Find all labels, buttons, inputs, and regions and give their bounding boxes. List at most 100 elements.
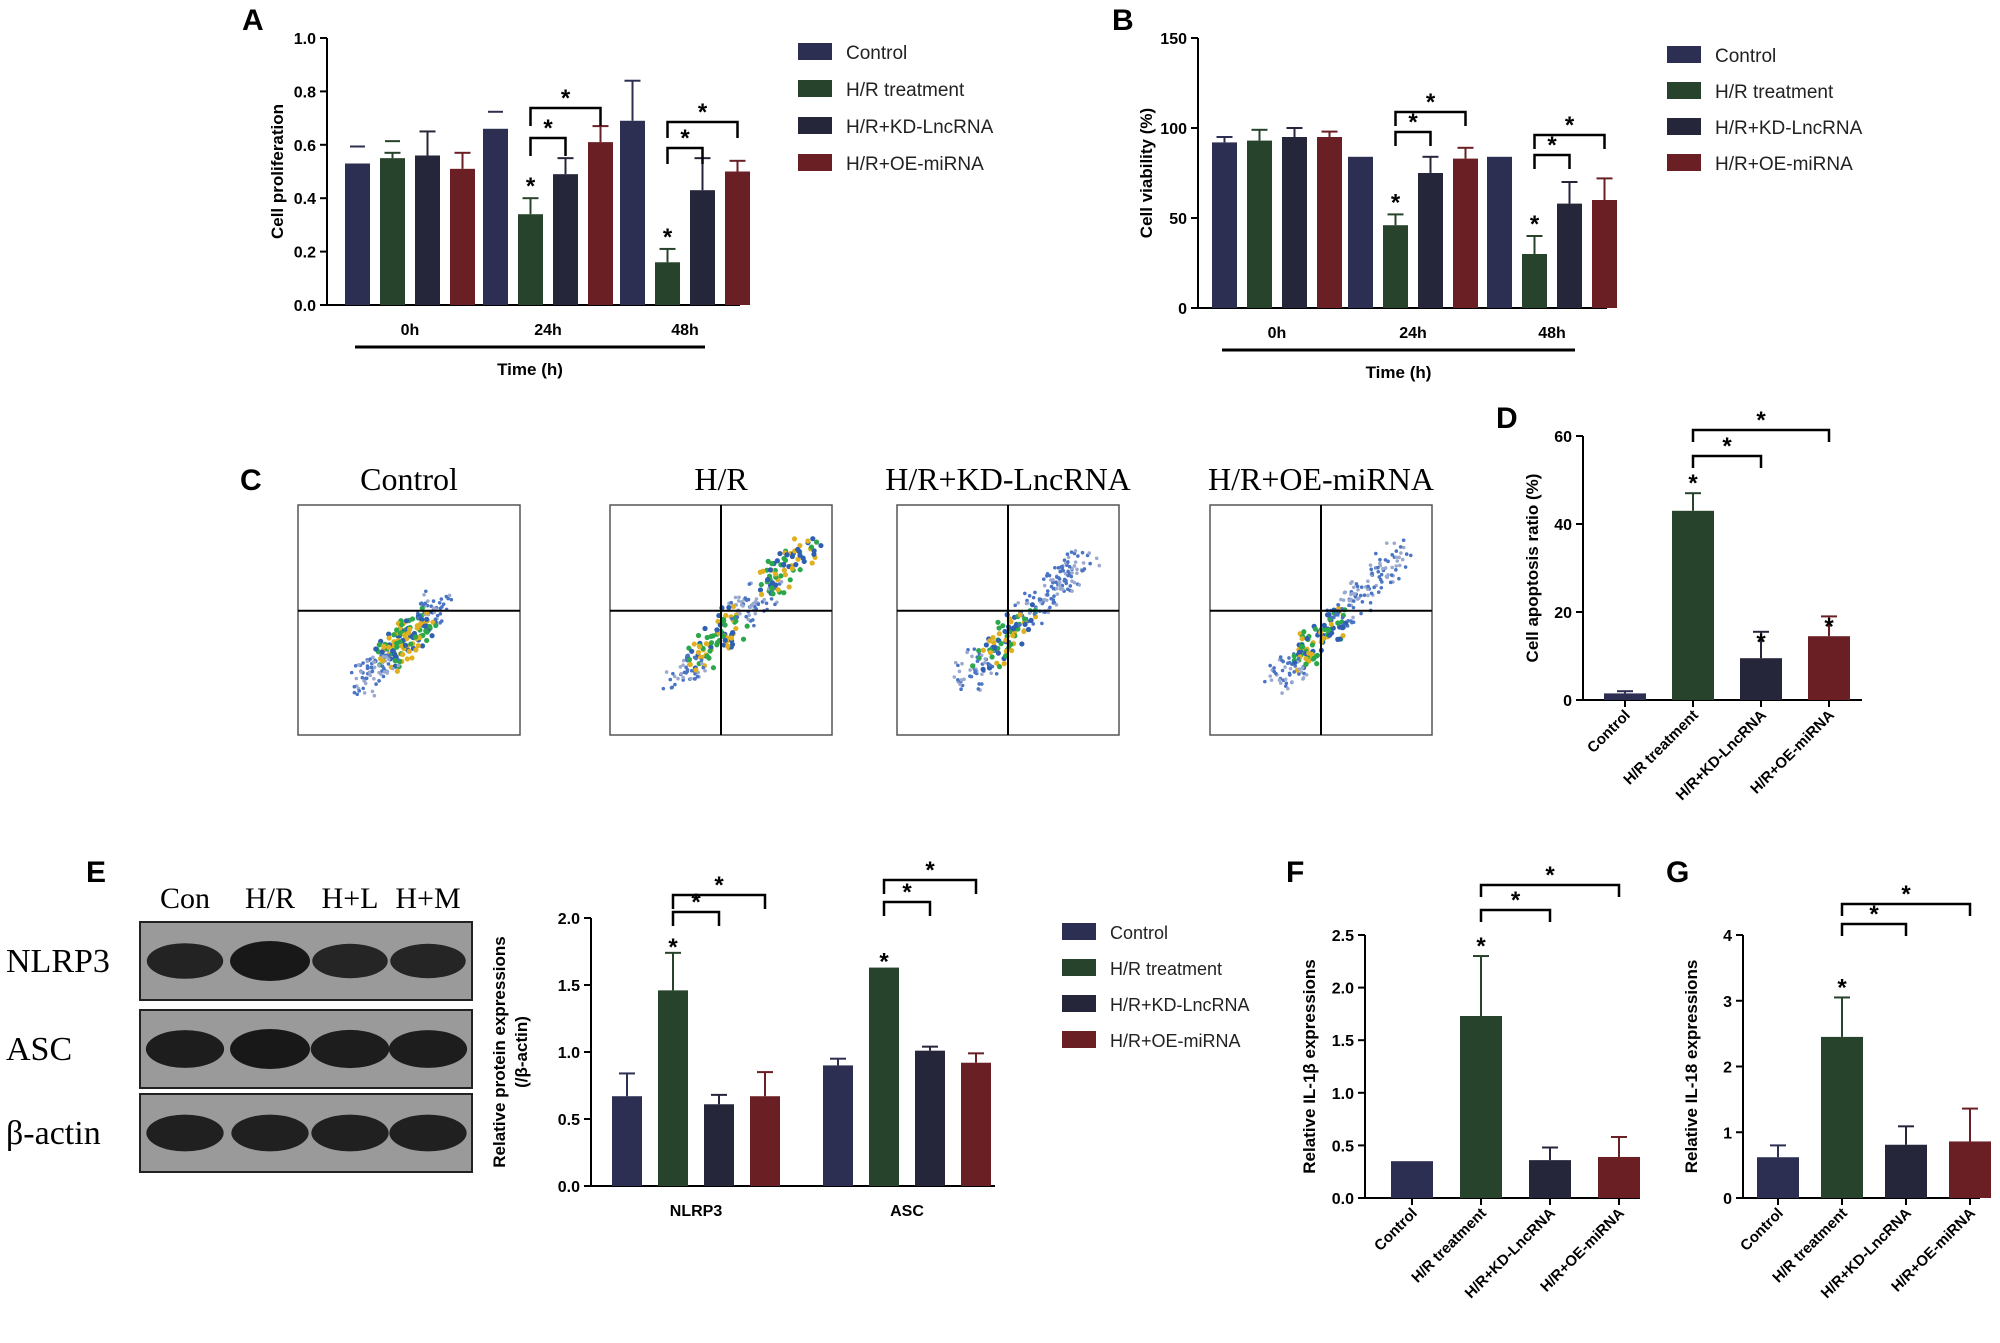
blot-lane-label: Con xyxy=(160,882,210,915)
flow-dot xyxy=(1357,596,1361,601)
bar xyxy=(345,163,370,305)
flow-dot xyxy=(1065,587,1070,592)
flow-dot xyxy=(1395,559,1400,563)
flow-dot xyxy=(1283,684,1288,688)
flow-dot xyxy=(810,536,816,542)
bar xyxy=(658,990,688,1186)
flow-dot xyxy=(765,558,771,564)
flow-dot xyxy=(1287,671,1292,676)
flow-dot xyxy=(1094,556,1099,561)
bar xyxy=(1885,1144,1927,1198)
flow-dot xyxy=(672,674,677,679)
flow-dot xyxy=(1067,564,1072,569)
flow-dot xyxy=(1054,580,1058,585)
significance-bracket xyxy=(1394,110,1467,126)
flow-dot xyxy=(1016,601,1020,605)
y-axis-label: Relative IL-1β expressions xyxy=(1300,959,1319,1173)
flow-dot xyxy=(1392,541,1397,546)
x-axis-label: Time (h) xyxy=(1366,363,1432,382)
bar xyxy=(1487,156,1512,308)
flow-dot xyxy=(723,612,729,619)
significance-star: * xyxy=(663,224,673,251)
flow-dot xyxy=(691,641,697,647)
significance-star: * xyxy=(1426,89,1436,116)
flow-dot xyxy=(1370,571,1374,576)
flow-dot xyxy=(784,552,790,558)
flow-dot xyxy=(980,682,984,686)
legend-swatch xyxy=(1062,959,1096,976)
legend-label: Control xyxy=(846,43,907,64)
x-tick-label: 24h xyxy=(1399,325,1427,342)
blot-band xyxy=(389,1114,467,1152)
flow-dot xyxy=(354,676,359,681)
flow-dot xyxy=(814,539,820,545)
significance-bracket xyxy=(1840,902,1972,916)
flow-dot xyxy=(419,605,425,611)
flow-dot xyxy=(789,565,795,571)
flow-dot xyxy=(1350,591,1355,596)
flow-dot xyxy=(744,623,750,629)
significance-star: * xyxy=(698,99,708,126)
significance-bracket xyxy=(1479,908,1552,922)
y-tick-label: 0.2 xyxy=(294,245,316,262)
flow-dot xyxy=(977,682,981,686)
flow-dot xyxy=(396,663,401,668)
flow-dot xyxy=(1075,567,1079,572)
legend-label: H/R+KD-LncRNA xyxy=(1715,118,1863,139)
flow-dot xyxy=(1351,615,1355,620)
flow-dot xyxy=(1027,593,1032,598)
flow-dot xyxy=(1027,611,1032,615)
flow-dot xyxy=(376,642,382,648)
flow-dot xyxy=(1297,672,1301,676)
flow-dot xyxy=(424,637,430,644)
flow-dot xyxy=(372,677,376,681)
flow-dot xyxy=(983,657,988,661)
flow-dot xyxy=(744,614,748,619)
flow-dot xyxy=(381,654,385,659)
flow-dot xyxy=(681,675,685,680)
flow-dot xyxy=(1340,606,1345,611)
flow-dot xyxy=(386,657,391,661)
flow-dot xyxy=(1097,563,1102,568)
chart-a: 0.0 0.2 0.4 0.6 0.8 1.0 Cell proliferation 0h 24… xyxy=(268,31,750,379)
flow-dot xyxy=(1376,569,1381,574)
flow-dot xyxy=(953,660,958,665)
y-tick-label: 0.0 xyxy=(558,1179,580,1196)
significance-star: * xyxy=(1756,407,1766,434)
flow-dot xyxy=(438,611,443,616)
flow-dot xyxy=(664,670,669,674)
flow-dot xyxy=(1303,655,1309,662)
flow-dot xyxy=(1394,555,1399,560)
flow-dot xyxy=(1051,578,1055,582)
blot-band xyxy=(231,1114,309,1152)
flow-dot xyxy=(1045,589,1050,593)
flow-dot xyxy=(791,536,798,542)
y-tick-label: 2.0 xyxy=(558,911,580,928)
flow-dot xyxy=(1070,571,1074,575)
flow-dot xyxy=(678,665,683,669)
flow-dot xyxy=(1075,571,1079,575)
flow-dot xyxy=(1400,557,1405,562)
blot-band xyxy=(312,943,388,979)
flow-dot xyxy=(987,638,993,644)
flow-dot xyxy=(381,643,387,650)
bar xyxy=(655,262,680,305)
flow-dot xyxy=(1051,580,1055,585)
flow-dot xyxy=(670,685,675,690)
flow-dot xyxy=(1336,603,1340,607)
flow-dot xyxy=(1340,615,1345,620)
flow-dot xyxy=(391,666,395,671)
flow-dot xyxy=(384,669,389,674)
flow-dot xyxy=(695,649,702,655)
flow-dot xyxy=(419,643,426,649)
flow-dot xyxy=(995,619,1001,625)
flow-dot xyxy=(381,674,386,679)
flow-dot xyxy=(818,542,824,549)
flow-dot xyxy=(1290,680,1294,684)
y-tick-label: 0.6 xyxy=(294,138,316,155)
flow-dot xyxy=(1017,612,1023,618)
flow-dot xyxy=(1301,629,1307,635)
flow-dot xyxy=(960,661,964,666)
flow-dot xyxy=(744,598,749,602)
bar xyxy=(1460,1016,1502,1198)
